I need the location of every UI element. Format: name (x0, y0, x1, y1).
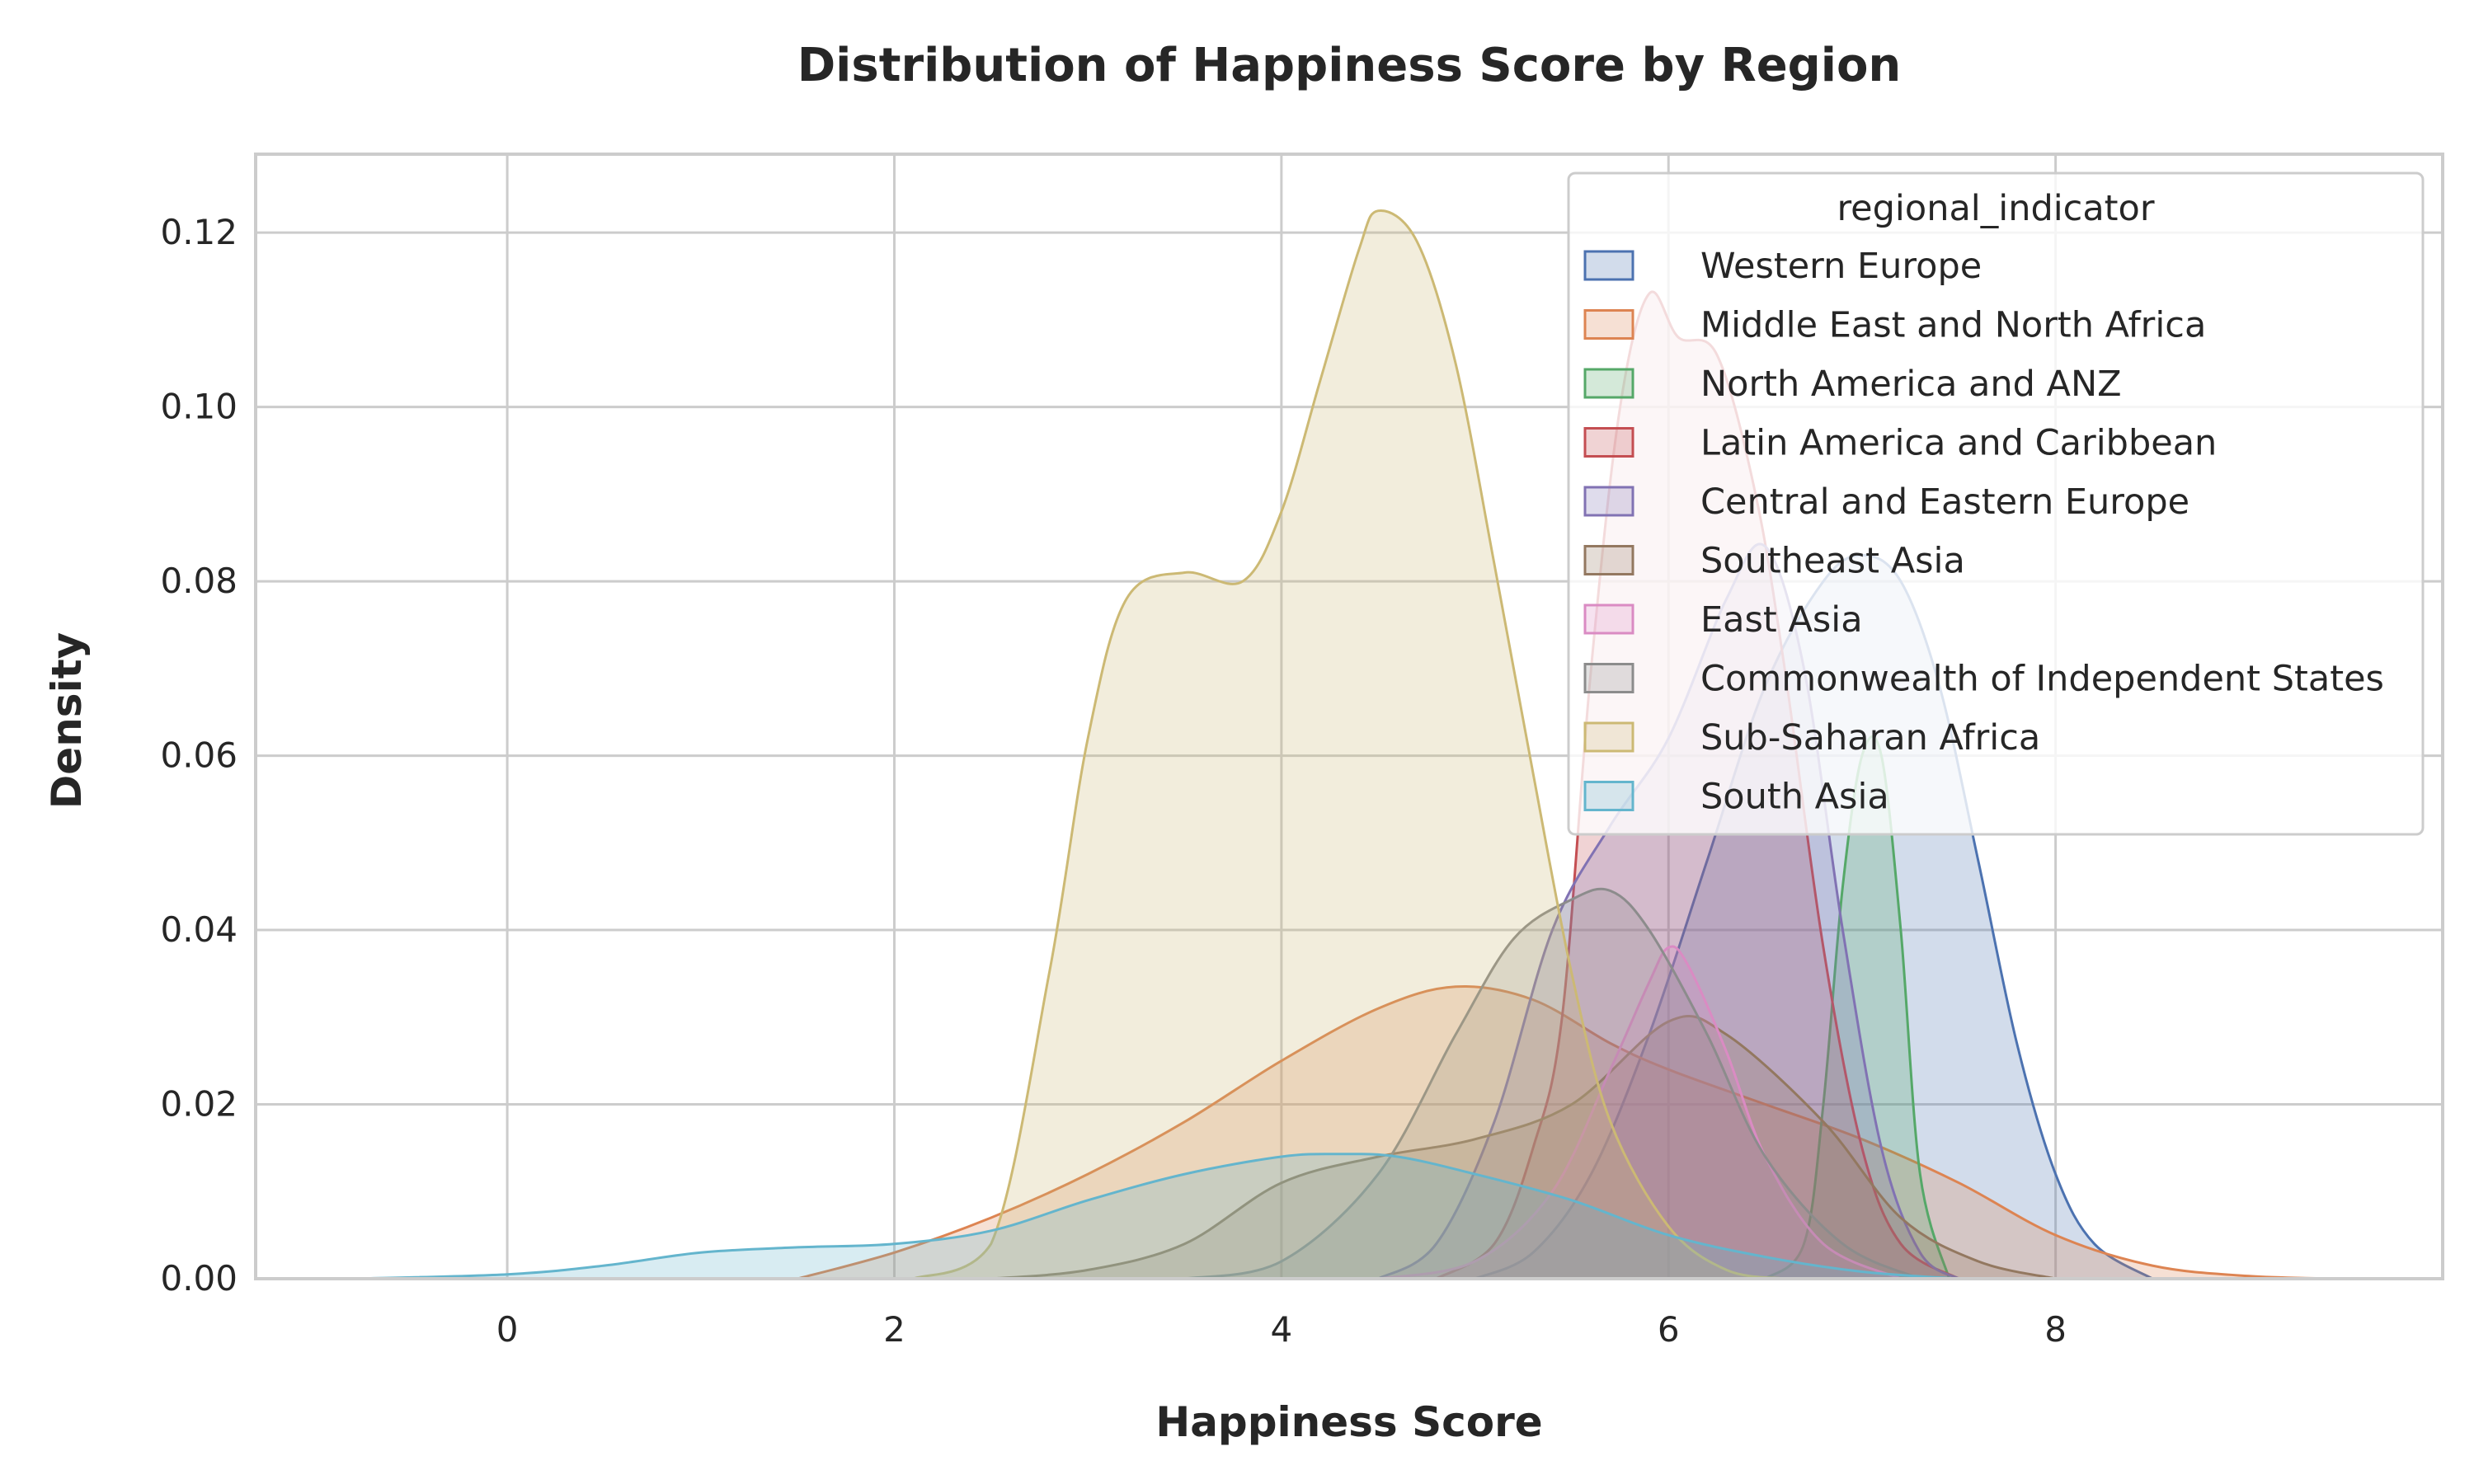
x-axis-label: Happiness Score (1155, 1398, 1542, 1446)
legend-label: Sub-Saharan Africa (1700, 717, 2040, 758)
legend-items: Western Europe Middle East and North Afri… (1583, 246, 2384, 818)
x-tick-label: 6 (1658, 1309, 1680, 1350)
series-line-1 (797, 984, 2346, 1280)
x-tick-label: 4 (1270, 1309, 1292, 1350)
legend-swatch (1583, 603, 1634, 635)
plot-frame (254, 153, 2444, 1280)
x-tick-label: 0 (496, 1309, 519, 1350)
y-tick-label: 0.04 (160, 909, 238, 950)
legend-swatch (1583, 663, 1634, 693)
legend-box (1567, 171, 2425, 836)
series-line-9 (352, 1153, 1959, 1280)
legend-swatch (1583, 781, 1634, 811)
x-tick-label: 8 (2044, 1309, 2067, 1350)
tick-labels: 0 2 4 6 8 0.00 0.02 0.04 0.06 0.08 0.10 0.12 (160, 212, 2067, 1350)
legend-label: Central and Eastern Europe (1700, 481, 2189, 523)
legend-label: East Asia (1700, 599, 1863, 641)
legend-swatch (1583, 250, 1634, 281)
legend-label: North America and ANZ (1700, 364, 2122, 405)
legend-swatch (1583, 368, 1634, 399)
series-area-1 (797, 986, 2346, 1279)
legend-label: South Asia (1700, 777, 1889, 818)
series-line-5 (990, 1014, 2056, 1280)
y-tick-label: 0.08 (160, 561, 238, 601)
y-tick-label: 0.10 (160, 387, 238, 427)
series-area-7 (1184, 889, 1921, 1279)
series-area-9 (352, 1153, 1959, 1279)
legend-swatch (1583, 721, 1634, 753)
legend-swatch (1583, 427, 1634, 458)
y-tick-label: 0.00 (160, 1258, 238, 1298)
legend-label: Commonwealth of Independent States (1700, 659, 2384, 700)
legend-swatch (1583, 545, 1634, 575)
series-area-2 (1765, 736, 1950, 1279)
series-area-0 (1475, 555, 2152, 1279)
series-line-8 (913, 209, 1785, 1280)
y-tick-label: 0.06 (160, 735, 238, 776)
x-tick-label: 2 (883, 1309, 905, 1350)
legend-swatch (1583, 309, 1634, 340)
y-tick-label: 0.12 (160, 212, 238, 252)
legend-label: Latin America and Caribbean (1700, 423, 2217, 464)
legend-title: regional_indicator (1837, 188, 2154, 229)
chart-title: Distribution of Happiness Score by Regio… (797, 39, 1902, 92)
series-line-6 (1377, 945, 1902, 1280)
legend-label: Western Europe (1700, 246, 1982, 287)
series-area-5 (990, 1016, 2056, 1279)
series-line-7 (1184, 887, 1921, 1280)
series-area-8 (913, 210, 1785, 1280)
series-area-6 (1378, 946, 1901, 1279)
legend: regional_indicator Western Europe Middle … (1567, 171, 2425, 836)
y-tick-label: 0.02 (160, 1084, 238, 1125)
legend-swatch (1583, 486, 1634, 517)
y-axis-label: Density (43, 632, 91, 809)
legend-label: Southeast Asia (1700, 541, 1965, 582)
legend-label: Middle East and North Africa (1700, 305, 2206, 346)
